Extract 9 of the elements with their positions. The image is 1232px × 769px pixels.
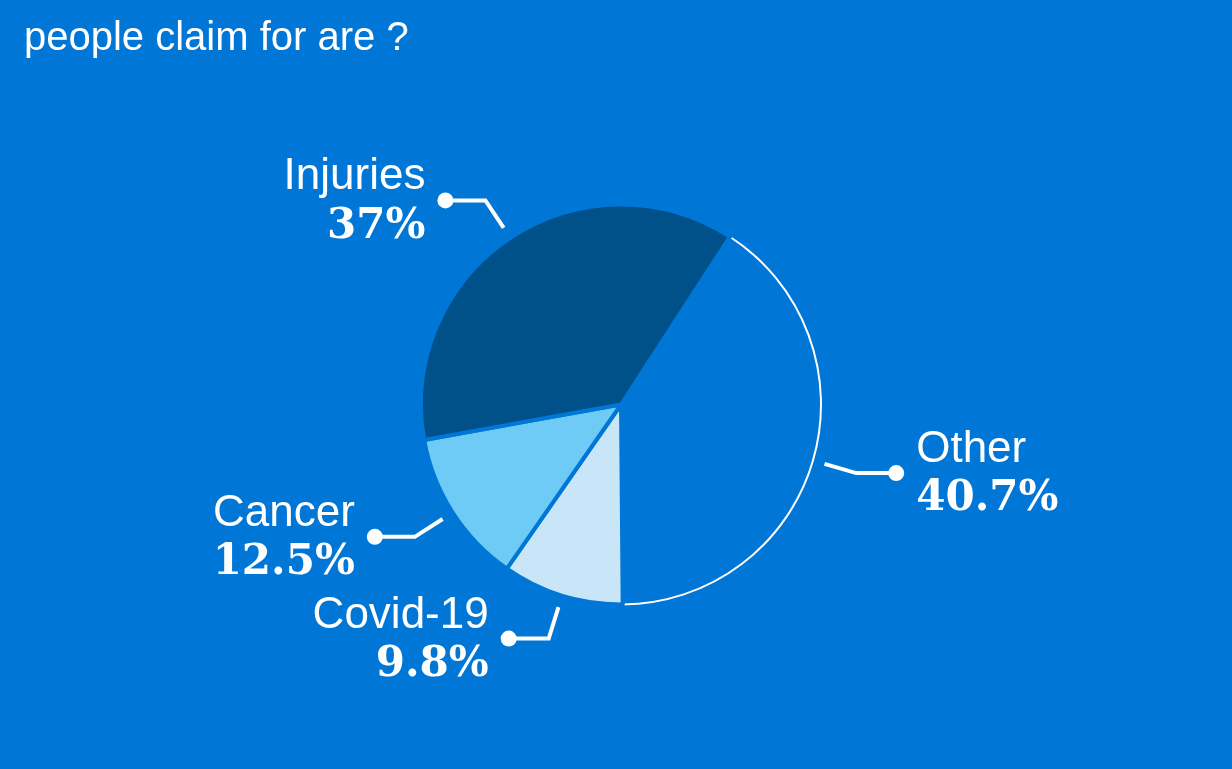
slice-label: Other: [916, 422, 1027, 472]
slice-label: Injuries: [283, 149, 426, 199]
data-label: 12.5%: [212, 535, 355, 585]
chart-title: people claim for are ?: [24, 14, 409, 59]
slice-label: Cancer: [212, 485, 355, 535]
data-label: 37%: [327, 198, 426, 248]
data-label: 9.8%: [375, 636, 489, 686]
slice-label: Covid-19: [312, 587, 489, 637]
data-label: 40.7%: [916, 471, 1059, 521]
